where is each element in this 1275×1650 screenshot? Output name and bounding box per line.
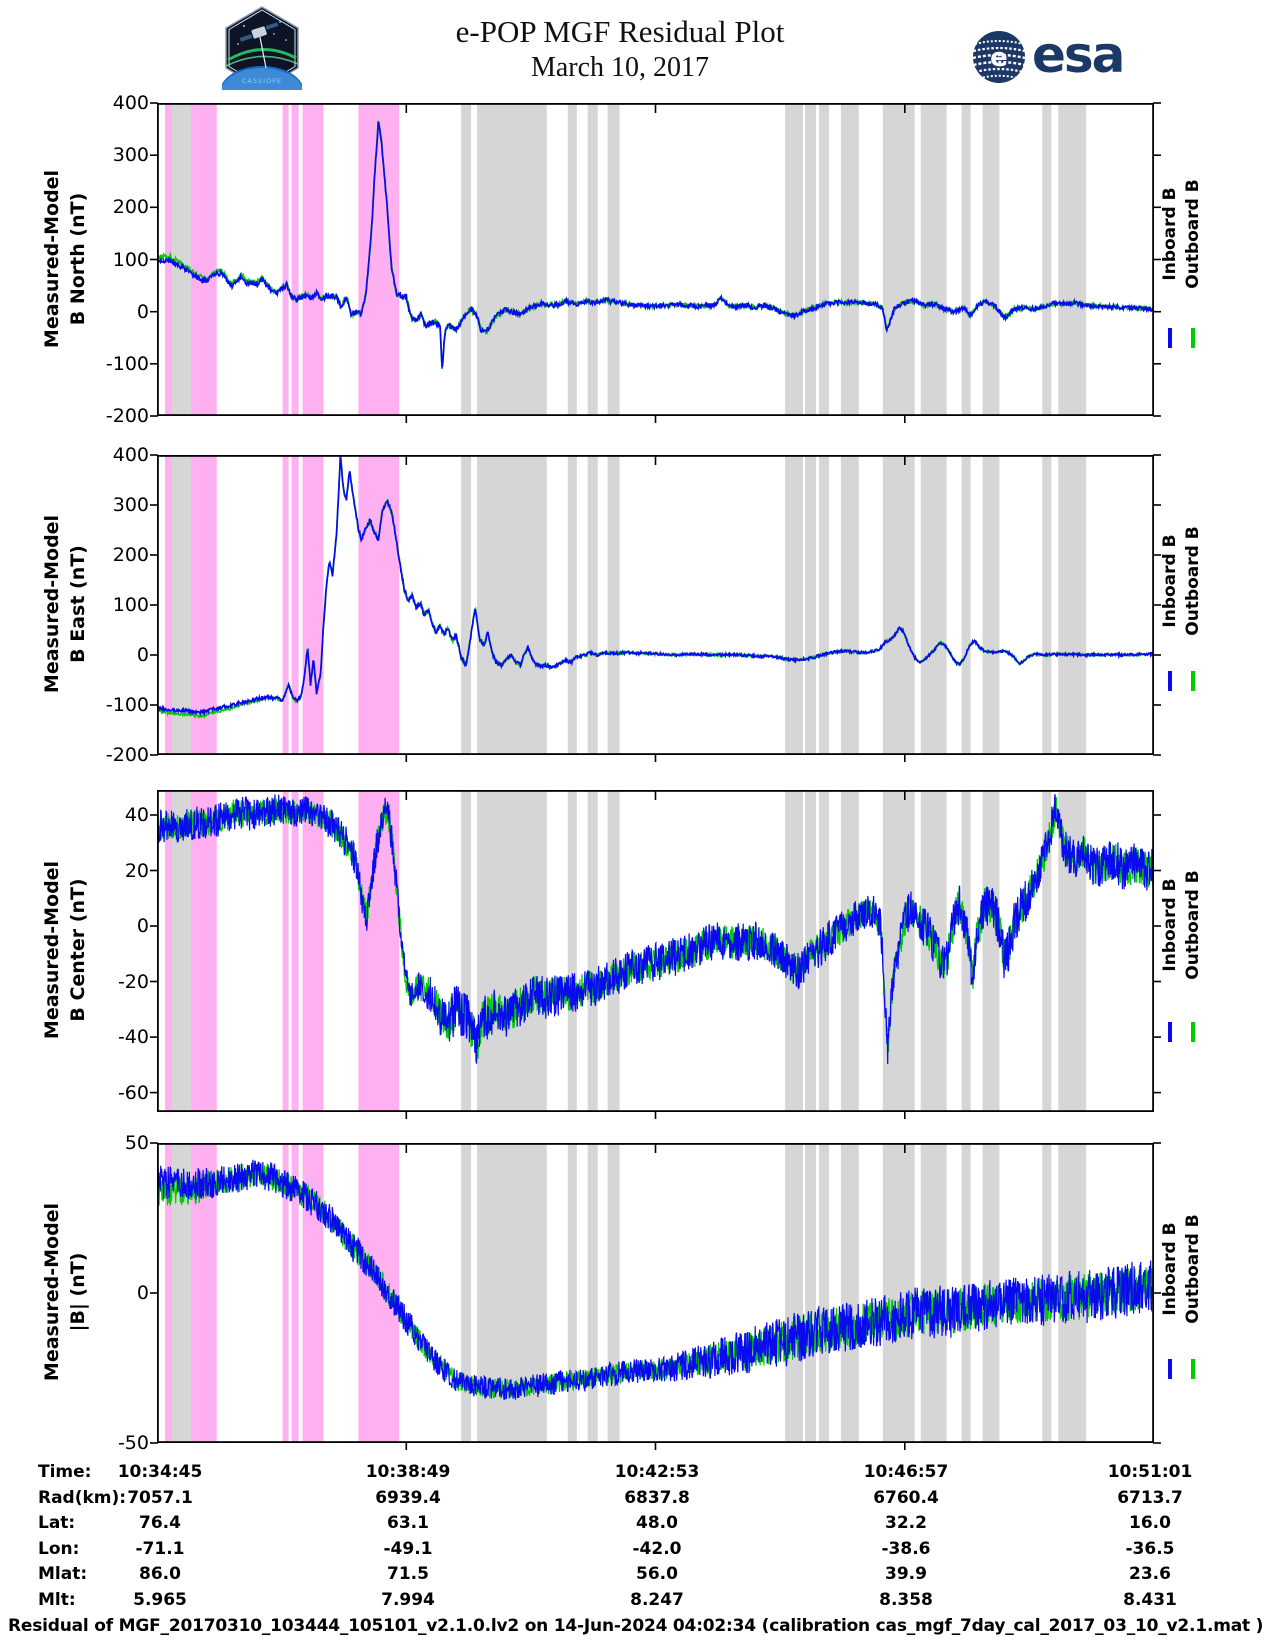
y-tick-label: -200 xyxy=(105,405,149,427)
y-tick-label: 50 xyxy=(124,1132,149,1154)
xaxis-value: 10:51:01 xyxy=(1107,1462,1193,1482)
xaxis-value: 10:34:45 xyxy=(117,1462,203,1482)
xaxis-value: 86.0 xyxy=(139,1564,181,1584)
xaxis-value: 6760.4 xyxy=(873,1487,939,1508)
y-tick-label: 300 xyxy=(112,494,149,516)
inboard-b-legend-label: Inboard B xyxy=(1160,1222,1180,1316)
mission-patch-graphic: CASSIOPE xyxy=(222,6,302,90)
xaxis-value: 32.2 xyxy=(885,1513,927,1533)
xaxis-value: -36.5 xyxy=(1125,1538,1175,1559)
xaxis-value: 16.0 xyxy=(1129,1513,1171,1533)
xaxis-value: 7.994 xyxy=(381,1589,435,1610)
outboard-b-legend-tick xyxy=(1191,1359,1195,1379)
cassiope-mission-patch-icon: CASSIOPE xyxy=(222,6,302,90)
xaxis-value: -71.1 xyxy=(135,1538,185,1559)
y-tick-label: 200 xyxy=(112,196,149,219)
plot-area-b-center xyxy=(150,789,1161,1119)
outboard-b-legend-tick xyxy=(1191,671,1195,691)
xaxis-value: 8.431 xyxy=(1123,1589,1177,1610)
xaxis-value: 7057.1 xyxy=(127,1487,193,1508)
y-tick-label: -40 xyxy=(117,1026,149,1049)
xaxis-value: -38.6 xyxy=(881,1538,931,1559)
inboard-b-legend-tick xyxy=(1168,328,1172,349)
y-tick-label: 20 xyxy=(124,859,149,882)
esa-logo-text: esa xyxy=(1032,26,1125,84)
y-tick-label: 400 xyxy=(112,92,149,114)
xaxis-row-label: Time: xyxy=(38,1462,92,1482)
outboard-b-legend-tick xyxy=(1191,328,1195,349)
plot-area-b-north xyxy=(150,102,1161,423)
outboard-b-legend-label: Outboard B xyxy=(1183,179,1203,290)
xaxis-row-label: Mlat: xyxy=(38,1564,88,1584)
y-tick-label: 100 xyxy=(112,248,149,271)
y-tick-label: 0 xyxy=(136,300,149,323)
xaxis-row-label: Rad(km): xyxy=(38,1487,127,1508)
xaxis-value: 39.9 xyxy=(885,1564,927,1584)
xaxis-value: 10:42:53 xyxy=(614,1462,700,1482)
outboard-b-legend-label: Outboard B xyxy=(1183,1214,1203,1324)
y-tick-label: 400 xyxy=(112,444,149,466)
xaxis-value: 10:46:57 xyxy=(863,1462,949,1482)
xaxis-value: 76.4 xyxy=(139,1513,181,1533)
outboard-b-legend-tick xyxy=(1191,1021,1195,1042)
inboard-b-legend-tick xyxy=(1168,1021,1172,1042)
esa-globe-icon: e xyxy=(972,31,1026,83)
svg-text:CASSIOPE: CASSIOPE xyxy=(242,77,282,85)
y-tick-label: 100 xyxy=(112,594,149,616)
y-tick-label: 40 xyxy=(124,803,149,826)
y-tick-label: 0 xyxy=(136,644,149,666)
xaxis-value: 6837.8 xyxy=(624,1487,690,1508)
xaxis-value: 48.0 xyxy=(636,1513,678,1533)
panel-b-north: Measured-Model B North (nT) 400 300 200 100 0-… xyxy=(0,92,1275,427)
xaxis-row-label: Mlt: xyxy=(38,1589,76,1610)
figure-date: March 10, 2017 xyxy=(530,52,710,83)
y-tick-label: -20 xyxy=(117,970,149,993)
xaxis-value: 5.965 xyxy=(133,1589,187,1610)
footer-note: Residual of MGF_20170310_103444_105101_v… xyxy=(8,1616,1264,1636)
y-tick-label: -50 xyxy=(117,1432,149,1454)
plot-area-b-magnitude xyxy=(150,1142,1161,1450)
inboard-b-legend-label: Inboard B xyxy=(1160,878,1180,972)
xaxis-value: 23.6 xyxy=(1129,1564,1171,1584)
y-tick-label: -100 xyxy=(105,694,149,716)
xaxis-row-label: Lat: xyxy=(38,1513,76,1533)
svg-text:e: e xyxy=(990,43,1008,73)
y-axis-label-line2: B Center (nT) xyxy=(67,878,89,1022)
y-tick-label: -200 xyxy=(105,744,149,766)
figure-title-block: e-POP MGF Residual Plot March 10, 2017 xyxy=(300,14,940,84)
xaxis-value: 6939.4 xyxy=(375,1487,441,1508)
plot-area-b-east xyxy=(150,454,1161,762)
xaxis-value: 8.358 xyxy=(879,1589,933,1610)
outboard-b-legend-label: Outboard B xyxy=(1183,870,1203,980)
y-tick-label: 0 xyxy=(136,1282,149,1304)
xaxis-row-label: Lon: xyxy=(38,1538,80,1559)
xaxis-value: 56.0 xyxy=(636,1564,678,1584)
y-axis-label-line1: Measured-Model xyxy=(41,860,63,1040)
panel-b-east: Measured-Model B East (nT) 400 300 200 100 0 -1… xyxy=(0,444,1275,766)
xaxis-value: -49.1 xyxy=(383,1538,433,1559)
inboard-b-legend-label: Inboard B xyxy=(1160,534,1180,628)
y-tick-label: -60 xyxy=(117,1081,149,1104)
inboard-b-legend-tick xyxy=(1168,1359,1172,1379)
y-tick-label: 200 xyxy=(112,544,149,566)
outboard-b-legend-label: Outboard B xyxy=(1183,526,1203,636)
xaxis-value: 6713.7 xyxy=(1117,1487,1183,1508)
panel-b-center: Measured-Model B Center (nT) 40 20 0 -20 -40 -6… xyxy=(0,789,1275,1119)
y-tick-label: 300 xyxy=(112,144,149,167)
y-tick-label: 0 xyxy=(136,915,149,938)
xaxis-value: 10:38:49 xyxy=(365,1462,451,1482)
xaxis-value: 8.247 xyxy=(630,1589,684,1610)
inboard-b-legend-label: Inboard B xyxy=(1160,187,1180,282)
y-tick-label: -100 xyxy=(105,352,149,375)
figure-title: e-POP MGF Residual Plot xyxy=(455,14,785,49)
inboard-b-legend-tick xyxy=(1168,671,1172,691)
panel-b-magnitude: Measured-Model |B| (nT) 50 0 -50 Inboard B Out… xyxy=(0,1132,1275,1454)
esa-logo: e xyxy=(972,30,1026,84)
xaxis-value: 71.5 xyxy=(387,1564,429,1584)
xaxis-value: -42.0 xyxy=(632,1538,682,1559)
xaxis-value: 63.1 xyxy=(387,1513,429,1533)
